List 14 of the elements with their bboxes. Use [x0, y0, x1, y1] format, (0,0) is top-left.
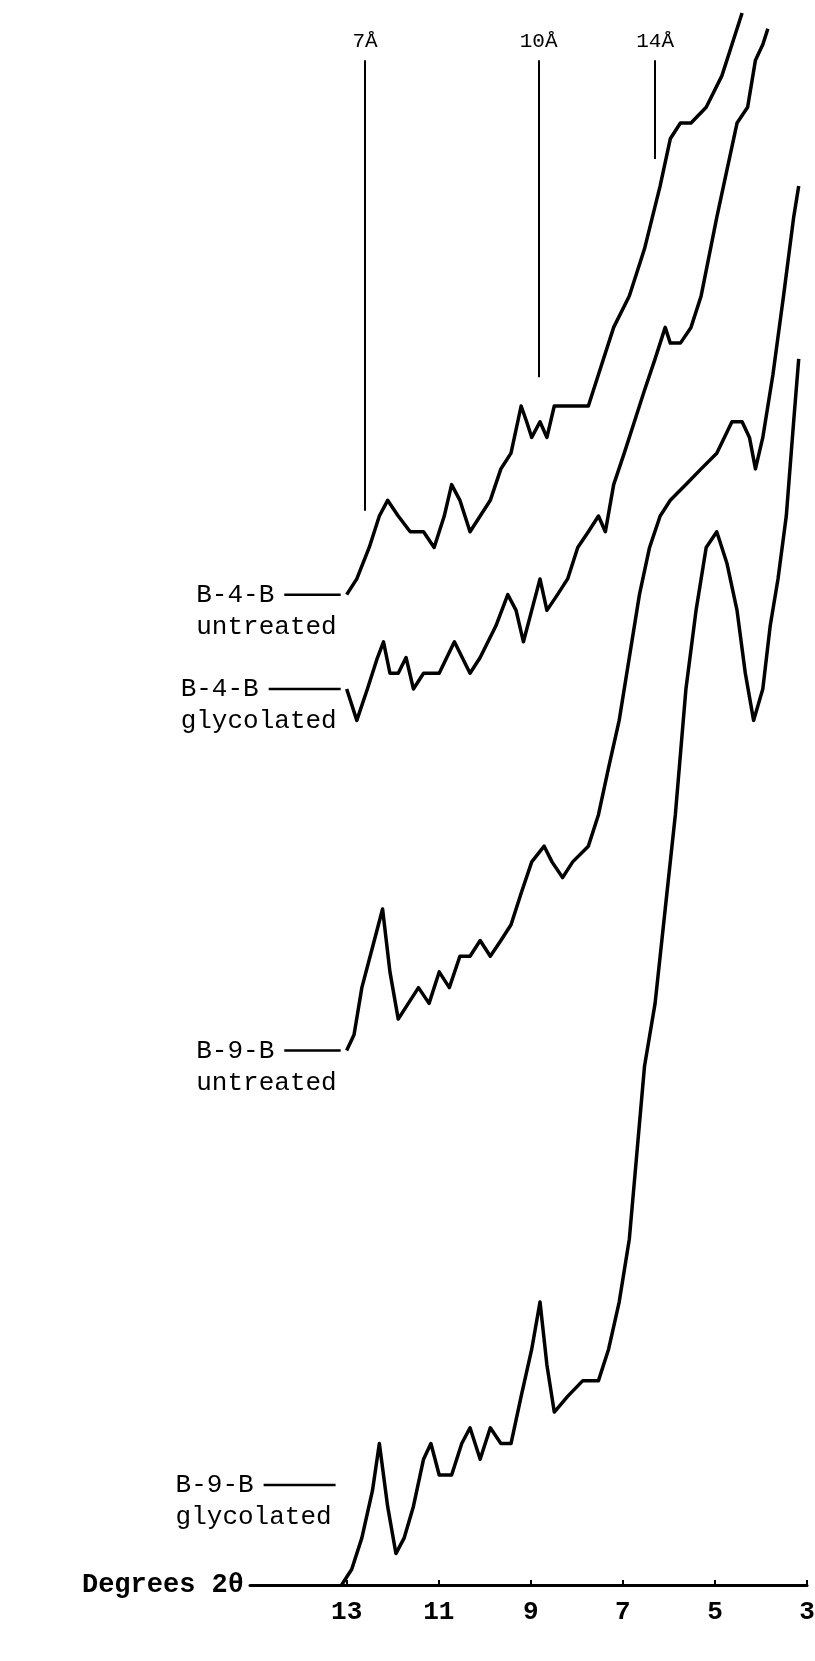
x-tick-label: 7: [615, 1597, 631, 1627]
ref-line-label: 7Å: [352, 30, 379, 54]
series-label: B-9-B untreated: [196, 1035, 337, 1098]
x-tick-label: 9: [523, 1597, 539, 1627]
x-tick-label: 3: [799, 1597, 815, 1627]
series-label: B-4-B untreated: [196, 579, 337, 642]
x-tick-label: 5: [707, 1597, 723, 1627]
ref-line-label: 10Å: [519, 30, 558, 54]
x-tick-label: 13: [331, 1597, 363, 1627]
x-axis-title: Degrees 2θ: [81, 1570, 244, 1600]
ref-line-label: 14Å: [636, 30, 675, 54]
series-label: B-4-B glycolated: [180, 673, 337, 736]
x-tick-label: 11: [423, 1597, 455, 1627]
series-label: B-9-B glycolated: [175, 1470, 332, 1532]
